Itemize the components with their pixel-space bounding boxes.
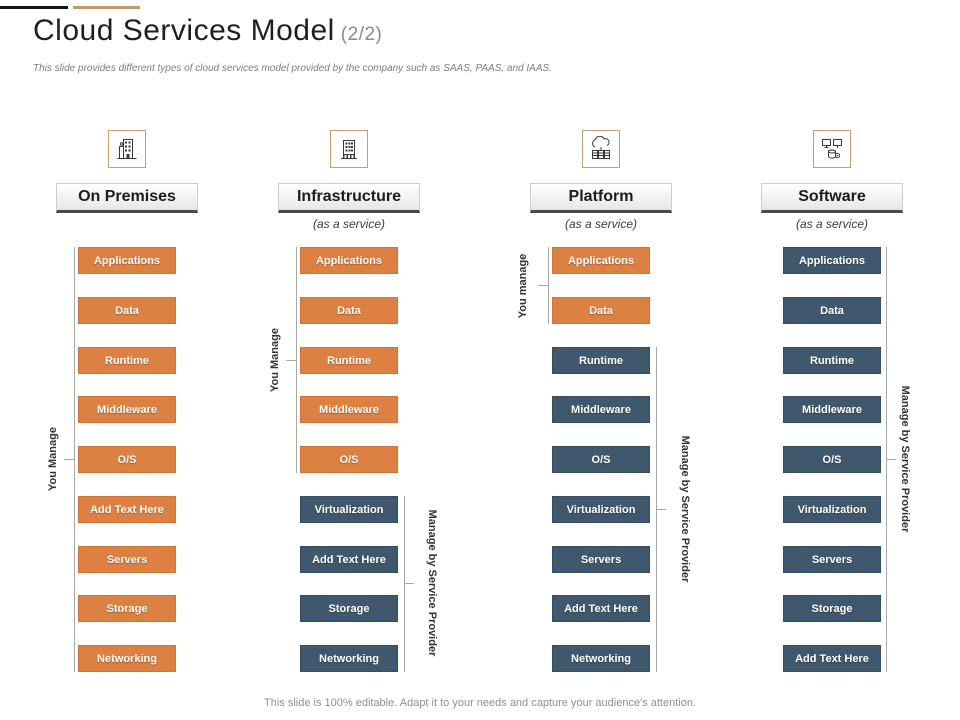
column-header-software: Software	[761, 183, 903, 213]
page-title: Cloud Services Model (2/2)	[33, 14, 382, 48]
bracket-tick	[404, 583, 414, 584]
layer-box[interactable]: Add Text Here	[300, 546, 398, 573]
subheader-as-a-service: (as a service)	[312, 217, 386, 231]
bracket-line	[548, 247, 549, 324]
layer-box[interactable]: Applications	[783, 247, 881, 274]
cloud-platform-icon	[582, 130, 620, 168]
bracket-line	[404, 496, 405, 672]
service-provider-label: Manage by Service Provider	[899, 385, 911, 533]
top-accent-line-black	[0, 6, 68, 9]
bracket-tick	[656, 509, 666, 510]
layer-box[interactable]: Data	[300, 297, 398, 324]
layer-box[interactable]: Networking	[300, 645, 398, 672]
service-provider-label: Manage by Service Provider	[679, 435, 691, 583]
subheader-as-a-service: (as a service)	[795, 217, 869, 231]
layer-box[interactable]: Add Text Here	[783, 645, 881, 672]
layer-box[interactable]: Add Text Here	[78, 496, 176, 523]
service-provider-label: Manage by Service Provider	[426, 509, 438, 657]
layer-box[interactable]: Data	[783, 297, 881, 324]
layer-box[interactable]: Servers	[552, 546, 650, 573]
slide-footer: This slide is 100% editable. Adapt it to…	[264, 697, 696, 709]
layer-box[interactable]: Runtime	[78, 347, 176, 374]
layer-box[interactable]: Runtime	[300, 347, 398, 374]
bracket-tick	[64, 459, 74, 460]
top-accent-line-tan	[73, 6, 140, 9]
you-manage-label: You manage	[517, 253, 529, 319]
software-icon	[813, 130, 851, 168]
bracket-tick	[538, 285, 548, 286]
layer-box[interactable]: Add Text Here	[552, 595, 650, 622]
layer-box[interactable]: Virtualization	[783, 496, 881, 523]
layer-box[interactable]: Storage	[783, 595, 881, 622]
column-header-on-premises: On Premises	[56, 183, 198, 213]
bracket-tick	[286, 360, 296, 361]
you-manage-label: You Manage	[47, 427, 59, 491]
layer-box[interactable]: O/S	[78, 446, 176, 473]
bracket-line	[74, 247, 75, 672]
layer-box[interactable]: Storage	[78, 595, 176, 622]
layer-box[interactable]: Servers	[783, 546, 881, 573]
layer-box[interactable]: Networking	[78, 645, 176, 672]
infrastructure-icon	[330, 130, 368, 168]
layer-box[interactable]: Applications	[300, 247, 398, 274]
layer-box[interactable]: Runtime	[783, 347, 881, 374]
building-icon	[108, 130, 146, 168]
bracket-tick	[886, 459, 896, 460]
page-title-text: Cloud Services Model	[33, 14, 335, 47]
layer-box[interactable]: O/S	[300, 446, 398, 473]
layer-box[interactable]: Middleware	[783, 396, 881, 423]
layer-box[interactable]: Middleware	[300, 396, 398, 423]
layer-box[interactable]: Applications	[78, 247, 176, 274]
layer-box[interactable]: O/S	[783, 446, 881, 473]
layer-box[interactable]: Data	[552, 297, 650, 324]
layer-box[interactable]: Servers	[78, 546, 176, 573]
bracket-line	[296, 247, 297, 473]
layer-box[interactable]: Storage	[300, 595, 398, 622]
layer-box[interactable]: Virtualization	[300, 496, 398, 523]
layer-box[interactable]: Virtualization	[552, 496, 650, 523]
layer-box[interactable]: Middleware	[78, 396, 176, 423]
layer-box[interactable]: Applications	[552, 247, 650, 274]
you-manage-label: You Manage	[269, 328, 281, 392]
layer-box[interactable]: Middleware	[552, 396, 650, 423]
layer-box[interactable]: O/S	[552, 446, 650, 473]
page-title-suffix: (2/2)	[340, 24, 383, 45]
column-header-infrastructure: Infrastructure	[278, 183, 420, 213]
subheader-as-a-service: (as a service)	[564, 217, 638, 231]
layer-box[interactable]: Networking	[552, 645, 650, 672]
slide-subtitle: This slide provides different types of c…	[33, 63, 552, 74]
layer-box[interactable]: Data	[78, 297, 176, 324]
layer-box[interactable]: Runtime	[552, 347, 650, 374]
column-header-platform: Platform	[530, 183, 672, 213]
